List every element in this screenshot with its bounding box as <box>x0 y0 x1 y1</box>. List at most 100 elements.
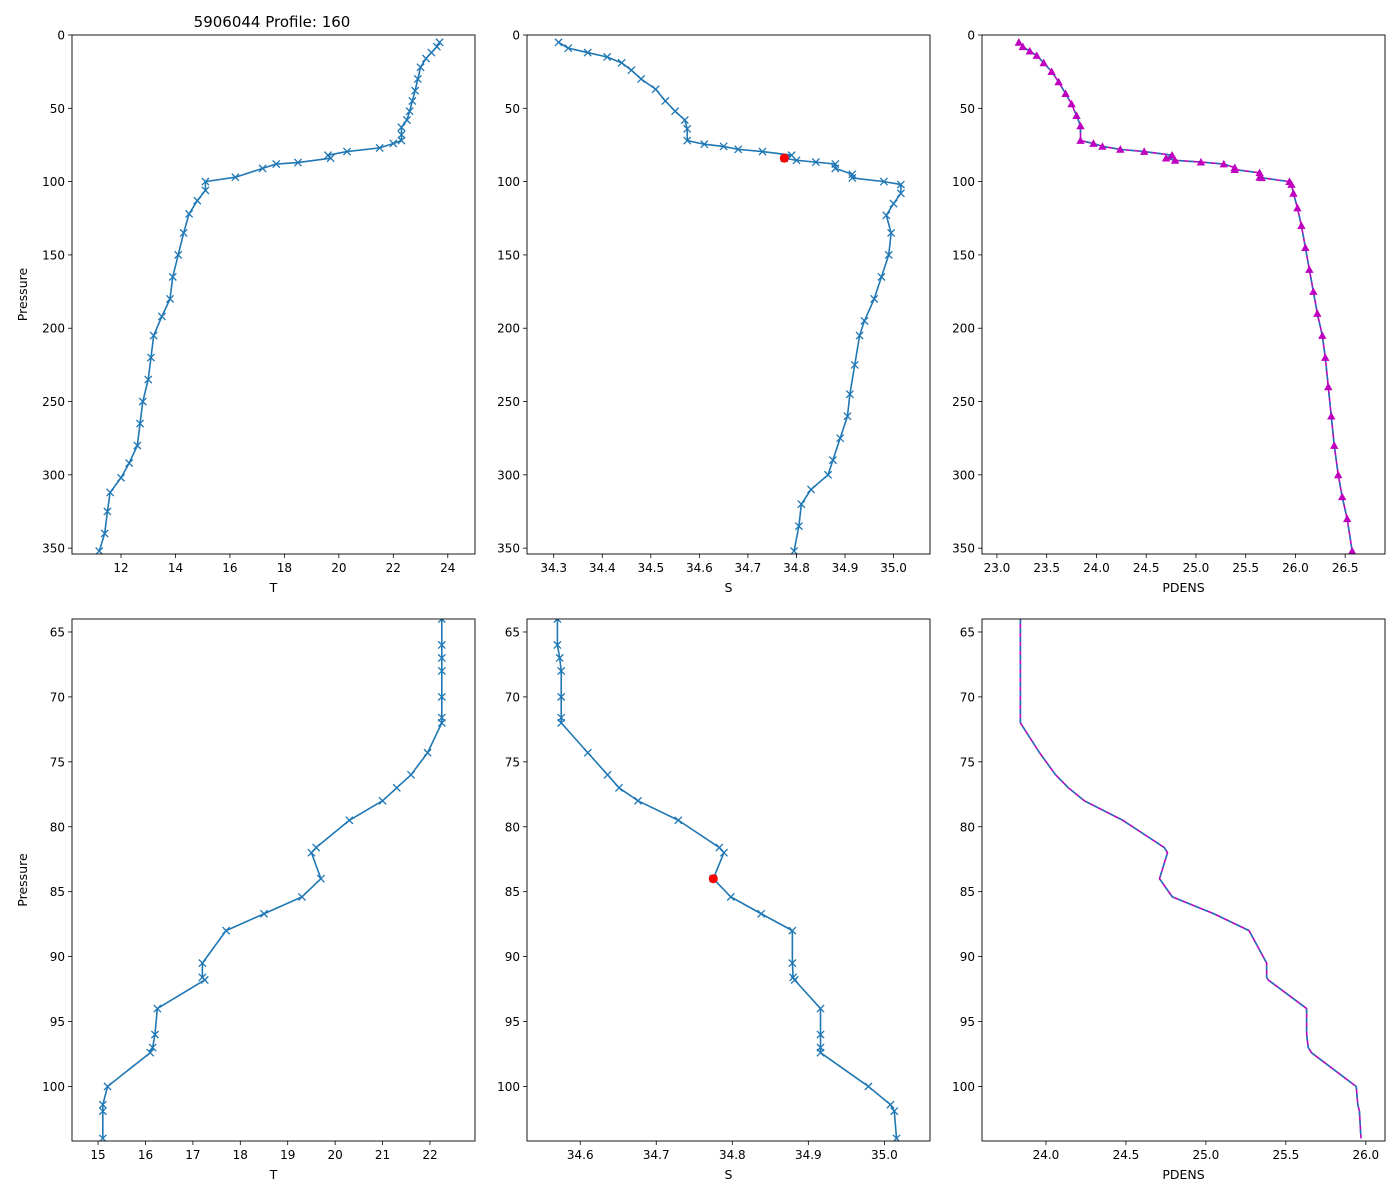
x-tick-label: 14 <box>168 561 183 575</box>
data-point <box>816 1030 825 1039</box>
data-point <box>790 975 799 985</box>
y-axis-label: Pressure <box>15 853 30 907</box>
x-tick-label: 34.8 <box>783 561 810 575</box>
y-tick-label: 75 <box>960 755 975 769</box>
data-point <box>845 390 854 399</box>
axes-frame <box>981 618 1386 1142</box>
x-tick-label: 34.6 <box>567 1148 594 1162</box>
data-point <box>1219 159 1228 168</box>
plot-area <box>95 38 444 554</box>
data-point <box>1196 157 1206 166</box>
data-point <box>103 507 112 516</box>
profile-line <box>102 619 443 1139</box>
y-tick-label: 70 <box>505 690 520 704</box>
data-point <box>1089 139 1098 147</box>
y-tick-label: 350 <box>497 542 520 556</box>
x-tick-label: 20 <box>327 1148 342 1162</box>
data-point <box>1014 38 1024 46</box>
data-point <box>1076 136 1085 144</box>
y-tick-label: 85 <box>960 885 975 899</box>
y-tick-label: 75 <box>50 755 65 769</box>
data-point <box>864 1082 873 1091</box>
y-tick-label: 50 <box>505 102 520 116</box>
x-tick-label: 24.5 <box>1133 561 1160 575</box>
data-point <box>201 186 210 195</box>
data-point <box>405 107 414 116</box>
data-point <box>1313 309 1322 317</box>
x-tick-label: 26.0 <box>1282 561 1309 575</box>
data-point <box>564 44 573 53</box>
data-point <box>136 419 145 428</box>
y-tick-label: 0 <box>57 29 65 43</box>
data-point <box>683 136 692 145</box>
data-point <box>896 189 905 198</box>
data-point <box>153 1004 162 1013</box>
data-point <box>719 848 728 857</box>
y-tick-label: 95 <box>960 1015 975 1029</box>
y-tick-label: 200 <box>952 322 975 336</box>
data-point <box>437 619 446 624</box>
y-tick-label: 90 <box>960 950 975 964</box>
x-tick-label: 34.3 <box>540 561 567 575</box>
y-tick-label: 250 <box>497 395 520 409</box>
data-point <box>397 130 406 139</box>
data-point <box>557 718 566 727</box>
data-point <box>557 666 566 675</box>
data-point <box>193 196 202 205</box>
y-tick-label: 65 <box>505 625 520 639</box>
data-point <box>437 666 446 675</box>
x-tick-label: 16 <box>138 1148 153 1162</box>
data-point <box>272 159 281 169</box>
data-point <box>437 718 446 727</box>
data-point <box>651 85 660 94</box>
y-tick-label: 300 <box>497 468 520 482</box>
data-point <box>259 909 269 918</box>
data-point <box>633 796 643 805</box>
data-point <box>174 250 183 259</box>
data-point <box>788 926 797 935</box>
data-point <box>389 139 398 148</box>
data-point <box>637 74 646 84</box>
y-tick-label: 90 <box>50 950 65 964</box>
axes-frame <box>526 618 931 1142</box>
y-tick-label: 65 <box>50 625 65 639</box>
data-point <box>583 748 592 757</box>
y-tick-label: 250 <box>42 395 65 409</box>
data-point <box>144 375 153 384</box>
x-tick-label: 34.8 <box>719 1148 746 1162</box>
data-point <box>889 199 898 208</box>
data-point <box>138 397 147 406</box>
y-tick-label: 100 <box>497 175 520 189</box>
x-tick-label: 34.9 <box>795 1148 822 1162</box>
x-tick-label: 24.0 <box>1033 1148 1060 1162</box>
data-point <box>222 926 231 935</box>
x-tick-label: 18 <box>233 1148 248 1162</box>
y-tick-label: 80 <box>50 820 65 834</box>
data-point <box>1139 147 1149 155</box>
data-point <box>150 1030 160 1039</box>
data-point <box>98 1100 107 1109</box>
panel-top-S: 34.3 34.4 34.5 34.6 34.7 34.8 34.9 35.0 0 50 100 15… <box>497 29 931 595</box>
data-point <box>877 272 886 281</box>
y-tick-label: 70 <box>50 690 65 704</box>
data-point <box>848 170 857 179</box>
pdens-overlay-line <box>1019 619 1362 1139</box>
data-point <box>185 209 194 218</box>
data-point <box>553 619 562 624</box>
data-point <box>831 164 840 173</box>
data-point <box>860 316 869 325</box>
data-point <box>811 158 820 167</box>
data-point <box>555 653 564 663</box>
data-point <box>1289 189 1298 197</box>
x-axis-label: T <box>269 580 278 595</box>
x-tick-label: 17 <box>185 1148 200 1162</box>
data-point <box>1330 441 1339 449</box>
data-point <box>700 140 709 149</box>
panel-top-PDENS: 23.0 23.5 24.0 24.5 25.0 25.5 26.0 26.5 0 50 100 15… <box>952 29 1386 595</box>
data-point <box>1318 331 1327 339</box>
data-point <box>1161 153 1171 162</box>
x-tick-label: 35.0 <box>871 1148 898 1162</box>
data-point <box>719 142 728 151</box>
data-point <box>680 115 689 125</box>
data-point <box>886 1100 895 1109</box>
